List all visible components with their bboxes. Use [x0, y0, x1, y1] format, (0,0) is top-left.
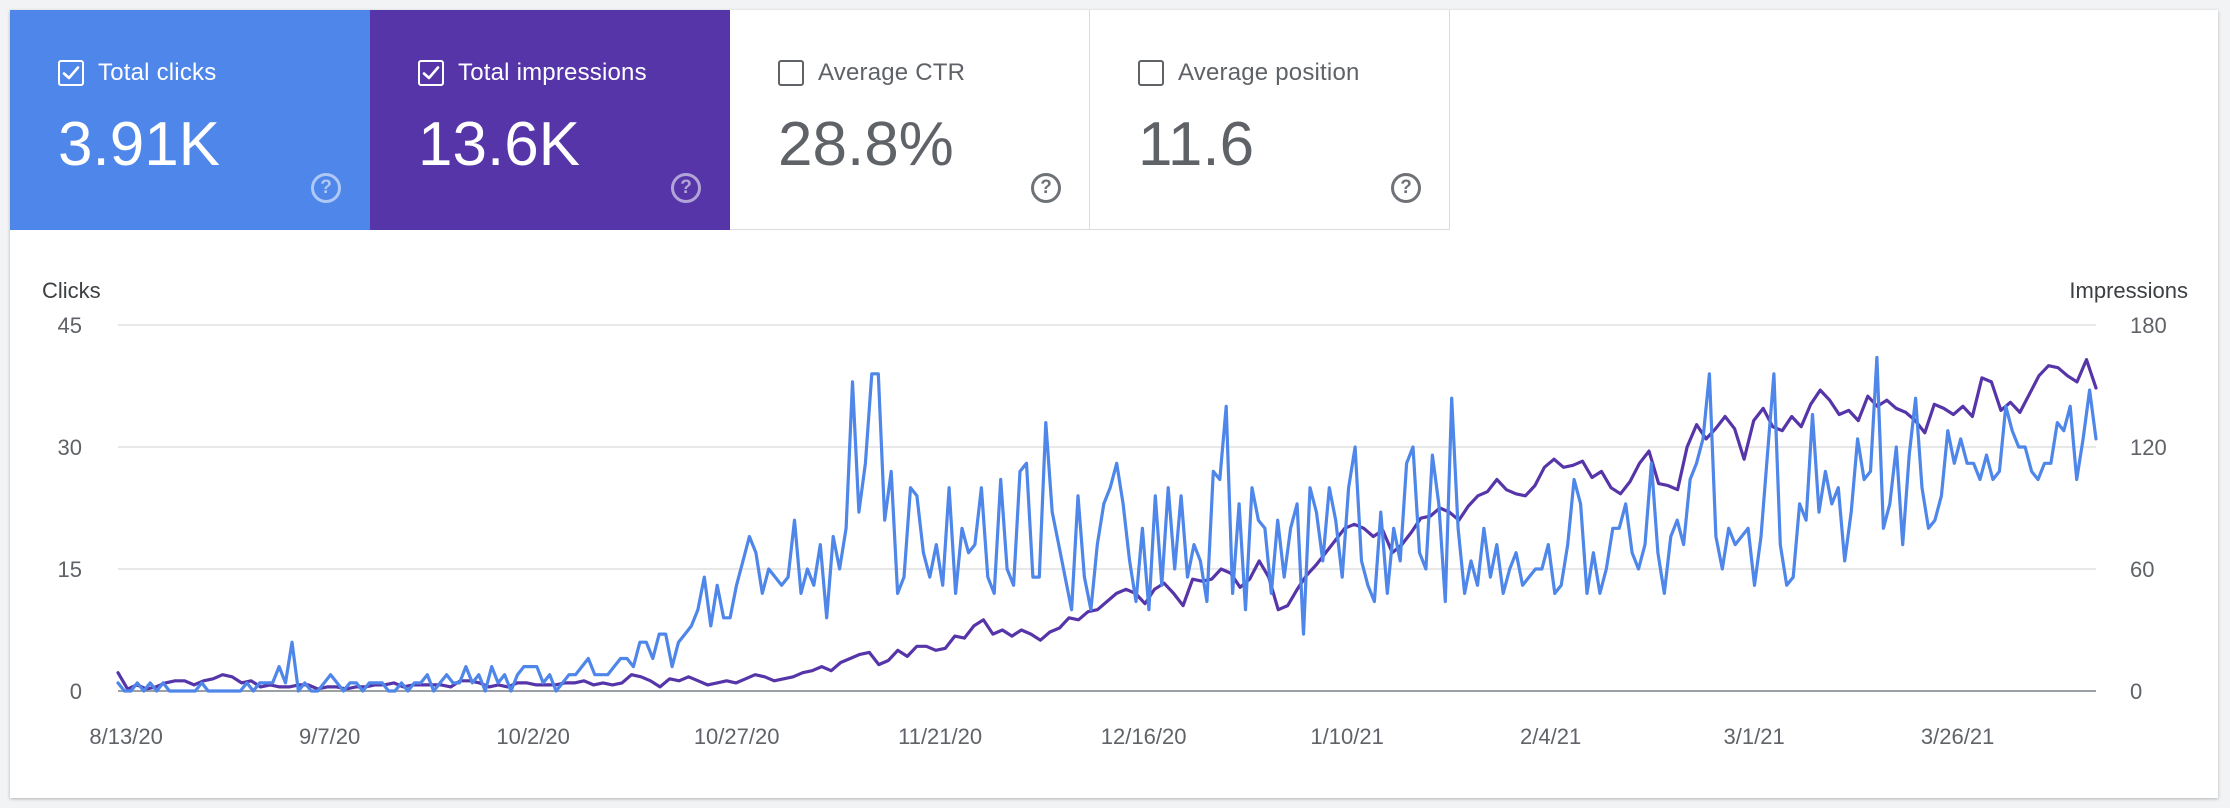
metric-label: Total clicks [98, 59, 217, 86]
metric-value: 3.91K [58, 110, 221, 179]
y-tick-left: 45 [58, 313, 82, 338]
performance-chart: 0 0 15 60 30 120 45 180 8/13/20 9/7/20 10/2/20 10/2… [58, 313, 2167, 749]
metric-value: 28.8% [778, 110, 954, 179]
metric-card-total-clicks[interactable]: Total clicks 3.91K ? [10, 10, 370, 230]
help-circle-icon[interactable]: ? [1031, 173, 1061, 203]
metric-label: Average position [1178, 59, 1360, 86]
performance-panel: Total clicks 3.91K ? Total impressions 1… [10, 10, 2218, 798]
metric-value: 11.6 [1138, 110, 1255, 179]
checkbox-total-clicks[interactable] [58, 60, 84, 86]
checkbox-average-position[interactable] [1138, 60, 1164, 86]
x-tick-label: 9/7/20 [299, 724, 360, 749]
series-line-total-clicks [116, 355, 2098, 693]
x-tick-label: 10/27/20 [694, 724, 780, 749]
metric-value: 13.6K [418, 110, 581, 179]
x-tick-label: 11/21/20 [898, 724, 982, 749]
check-icon [62, 66, 80, 80]
help-circle-icon[interactable]: ? [311, 173, 341, 203]
x-tick-label: 10/2/20 [496, 724, 569, 749]
metric-card-total-impressions[interactable]: Total impressions 13.6K ? [370, 10, 730, 230]
y-tick-left: 15 [58, 557, 82, 582]
y-tick-left: 0 [70, 679, 82, 704]
checkbox-average-ctr[interactable] [778, 60, 804, 86]
x-tick-label: 3/1/21 [1724, 724, 1785, 749]
checkbox-total-impressions[interactable] [418, 60, 444, 86]
y-tick-right: 0 [2130, 679, 2142, 704]
metric-cards: Total clicks 3.91K ? Total impressions 1… [10, 10, 1450, 230]
y-tick-right: 180 [2130, 313, 2167, 338]
metric-card-average-ctr[interactable]: Average CTR 28.8% ? [730, 10, 1090, 230]
y-tick-left: 30 [58, 435, 82, 460]
check-icon [422, 66, 440, 80]
x-tick-label: 1/10/21 [1310, 724, 1383, 749]
metric-card-average-position[interactable]: Average position 11.6 ? [1090, 10, 1450, 230]
y-axis-right-title: Impressions [2069, 278, 2188, 303]
series-line-total-impressions [116, 358, 2098, 691]
y-axis-left-title: Clicks [42, 278, 101, 303]
help-circle-icon[interactable]: ? [1391, 173, 1421, 203]
x-tick-label: 8/13/20 [89, 724, 162, 749]
x-tick-label: 3/26/21 [1921, 724, 1994, 749]
help-circle-icon[interactable]: ? [671, 173, 701, 203]
metric-label: Average CTR [818, 59, 966, 86]
y-tick-right: 60 [2130, 557, 2154, 582]
x-tick-label: 12/16/20 [1101, 724, 1187, 749]
x-tick-label: 2/4/21 [1520, 724, 1581, 749]
metric-label: Total impressions [458, 59, 647, 86]
y-tick-right: 120 [2130, 435, 2167, 460]
